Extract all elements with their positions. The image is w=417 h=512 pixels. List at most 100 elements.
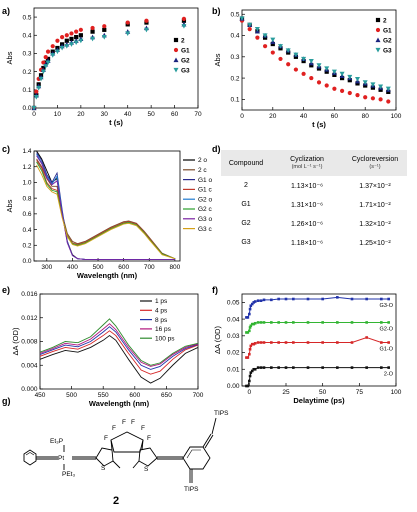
fluorine-label-4: F: [141, 425, 145, 432]
data-point: [34, 89, 39, 94]
y-tick-label: 0.016: [21, 291, 38, 298]
data-point: [336, 296, 339, 299]
data-point: [309, 63, 314, 68]
legend-label: G2 c: [198, 206, 212, 213]
x-tick-label: 550: [98, 392, 109, 399]
data-point: [263, 44, 268, 49]
data-point: [387, 366, 390, 369]
data-point: [245, 331, 248, 334]
series-G2: [239, 16, 391, 92]
legend-label: G2 o: [198, 196, 212, 203]
table-row: 2 1.13×10⁻⁶ 1.37×10⁻²: [221, 176, 407, 195]
chart-e-transient-spectra: 450 500 550 600 650 700 0.000 0.004 0.008 0.012 0.…: [11, 291, 204, 408]
series-G1-O: [245, 336, 390, 359]
data-point: [74, 29, 79, 34]
series-line: [39, 330, 199, 375]
x-tick-label: 0: [32, 111, 36, 118]
data-point: [248, 352, 251, 356]
series-G3-c: [36, 164, 176, 260]
data-point: [50, 53, 56, 58]
data-point: [54, 49, 60, 55]
data-point: [249, 344, 253, 348]
data-point: [350, 297, 354, 301]
data-point: [249, 304, 253, 308]
data-point: [284, 341, 288, 344]
y-tick-label: 0.012: [21, 315, 38, 322]
data-point: [292, 297, 295, 301]
series-line: [36, 161, 176, 260]
x-tick-label: 100: [391, 389, 402, 396]
data-point: [380, 341, 383, 344]
data-point: [245, 316, 248, 319]
data-point: [355, 93, 360, 98]
data-point: [102, 24, 107, 29]
y-tick-label: 0.0: [22, 258, 31, 265]
data-point: [41, 60, 46, 65]
chart-c-absorption-spectra: 300 400 500 600 700 800 0.0 0.2 0.4 0.6 0.8 1.0 1.2 1…: [5, 148, 212, 280]
data-point: [255, 35, 260, 40]
header-cyclization: Cyclization (mol L⁻¹ s⁻¹): [271, 156, 343, 170]
data-point: [387, 341, 390, 344]
series-line: [39, 326, 199, 370]
plot-frame: [33, 150, 181, 262]
x-tick-label: 60: [331, 113, 339, 120]
cell-compound: 2: [244, 182, 248, 189]
data-point: [262, 341, 266, 344]
x-tick-label: 400: [67, 264, 78, 271]
data-point: [340, 75, 345, 81]
data-point: [254, 27, 260, 32]
data-point: [246, 384, 250, 388]
data-point: [277, 297, 280, 301]
data-point: [293, 52, 299, 58]
data-point: [306, 297, 310, 301]
x-tick-label: 650: [161, 392, 172, 399]
data-point: [36, 85, 42, 91]
data-point: [292, 321, 295, 324]
data-point: [181, 16, 187, 22]
x-tick-label: 75: [356, 389, 364, 396]
data-point: [355, 77, 360, 82]
sulfur-label-left: S: [101, 465, 106, 472]
panel-label-c: c): [2, 144, 10, 154]
data-point: [68, 42, 74, 47]
series-label: 2-O: [384, 372, 394, 378]
data-point: [239, 16, 245, 22]
y-axis-label: ΔA (OD): [213, 326, 222, 354]
series-2-c: [36, 158, 176, 260]
rate-constant-table: Compound Cyclization (mol L⁻¹ s⁻¹) Cyclo…: [221, 150, 407, 252]
data-point: [262, 366, 266, 369]
y-tick-label: 1.0: [22, 180, 31, 187]
data-point: [270, 298, 273, 302]
legend-marker: [173, 57, 179, 63]
data-point: [380, 366, 383, 369]
data-point: [336, 366, 339, 369]
data-point: [378, 84, 384, 90]
cell-compound: G1: [241, 201, 251, 208]
data-point: [316, 66, 322, 71]
perfluorocyclopentene: [110, 431, 144, 453]
y-tick-label: 0.5: [230, 11, 239, 18]
data-point: [332, 86, 337, 91]
data-point: [321, 297, 324, 301]
legend-marker: [375, 47, 381, 53]
y-tick-label: 0.0: [22, 105, 31, 112]
fit-line: [246, 296, 389, 318]
legend-label: 100 ps: [155, 335, 175, 342]
x-axis-label: Wavelength (nm): [77, 271, 138, 280]
y-tick-label: 0.02: [227, 350, 240, 357]
cell-cycloreversion: 1.71×10⁻²: [359, 201, 391, 209]
y-tick-label: 0.3: [22, 51, 31, 58]
series-G3-O: [245, 296, 390, 319]
x-tick-label: 500: [93, 264, 104, 271]
panel-label-d: d): [212, 144, 221, 154]
y-tick-label: 0.000: [21, 386, 38, 393]
data-point: [365, 366, 368, 369]
data-point: [262, 33, 268, 39]
data-point: [38, 76, 44, 82]
legend-label: 2: [383, 17, 387, 24]
data-point: [246, 331, 250, 334]
y-tick-label: 0.4: [22, 32, 31, 39]
data-point: [336, 341, 339, 344]
data-point: [125, 31, 131, 36]
